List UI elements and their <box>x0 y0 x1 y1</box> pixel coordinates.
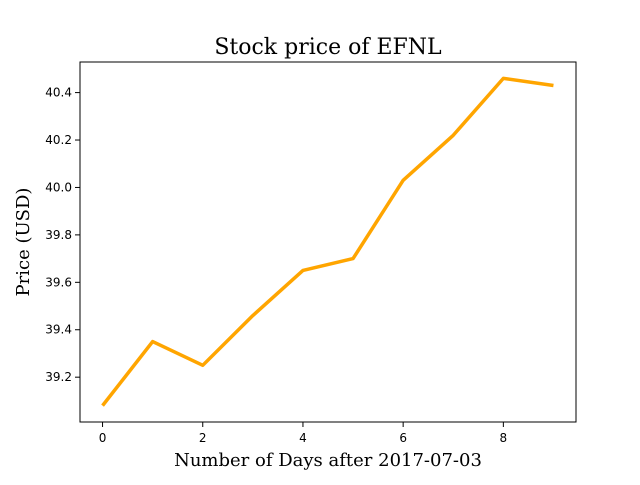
x-tick-label: 0 <box>99 431 107 445</box>
x-axis-ticks: 0 2 4 6 8 <box>99 422 507 445</box>
y-tick-label: 39.8 <box>45 228 72 242</box>
y-tick-label: 39.4 <box>45 323 72 337</box>
x-tick-label: 2 <box>199 431 207 445</box>
x-tick-label: 4 <box>299 431 307 445</box>
series-points <box>103 78 554 405</box>
x-tick-label: 6 <box>399 431 407 445</box>
chart-title: Stock price of EFNL <box>214 35 442 60</box>
y-axis-label: Price (USD) <box>13 188 34 297</box>
plot-frame <box>80 62 576 422</box>
y-tick-label: 39.6 <box>45 275 72 289</box>
y-tick-label: 40.0 <box>45 180 72 194</box>
y-axis-ticks: 39.2 39.4 39.6 39.8 40.0 40.2 40.4 <box>45 86 80 385</box>
series-line-price <box>103 78 554 405</box>
y-tick-label: 40.4 <box>45 86 72 100</box>
x-axis-label: Number of Days after 2017-07-03 <box>174 450 482 471</box>
y-tick-label: 40.2 <box>45 133 72 147</box>
y-tick-label: 39.2 <box>45 370 72 384</box>
x-tick-label: 8 <box>500 431 508 445</box>
